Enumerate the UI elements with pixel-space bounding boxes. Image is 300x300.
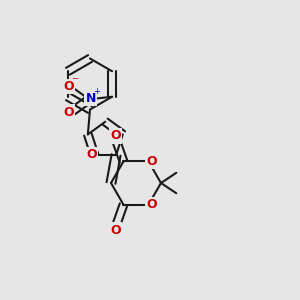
Text: O: O [110, 129, 121, 142]
Text: N: N [85, 92, 96, 105]
Text: −: − [71, 74, 78, 83]
Text: O: O [63, 80, 74, 93]
Text: O: O [146, 198, 157, 211]
Text: O: O [146, 155, 157, 168]
Text: O: O [86, 148, 97, 161]
Text: O: O [63, 106, 74, 118]
Text: +: + [93, 87, 100, 96]
Text: O: O [110, 224, 121, 237]
